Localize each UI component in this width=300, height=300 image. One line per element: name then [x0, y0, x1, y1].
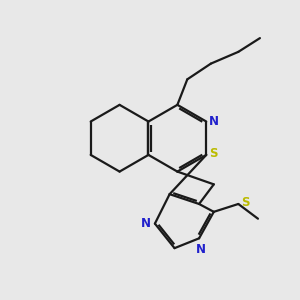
Text: N: N — [141, 217, 152, 230]
Text: N: N — [209, 115, 219, 128]
Text: S: S — [209, 147, 218, 160]
Text: S: S — [241, 196, 250, 209]
Text: N: N — [196, 243, 206, 256]
